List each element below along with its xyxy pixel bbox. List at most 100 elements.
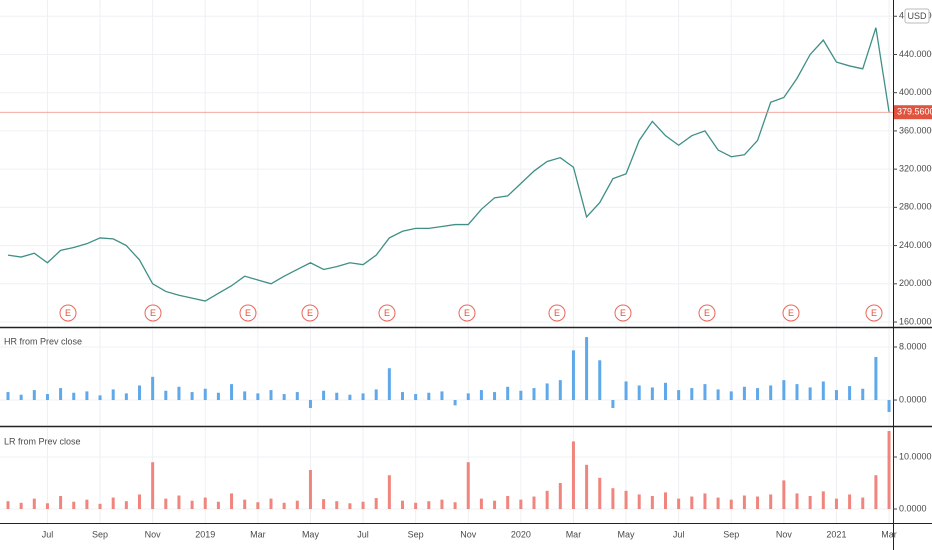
bar — [308, 400, 312, 408]
bar — [387, 368, 391, 401]
bar — [716, 389, 720, 401]
bar — [637, 385, 641, 401]
earnings-label: E — [307, 308, 313, 318]
bar — [335, 392, 339, 401]
bar — [203, 388, 207, 401]
y-tick-label: 360.0000 — [899, 125, 932, 135]
x-tick-label: Nov — [776, 529, 793, 539]
bar — [59, 496, 63, 510]
bar — [453, 400, 457, 406]
earnings-label: E — [788, 308, 794, 318]
bar — [85, 391, 89, 401]
earnings-marker — [378, 304, 396, 322]
bar — [269, 390, 273, 401]
bar — [427, 392, 431, 401]
pane-title: HR from Prev close — [4, 336, 82, 346]
bar — [335, 501, 339, 510]
bar — [637, 494, 641, 510]
earnings-marker — [239, 304, 257, 322]
bar — [308, 470, 312, 510]
bar — [545, 490, 549, 510]
bar — [190, 500, 194, 510]
currency-label[interactable]: USD — [907, 11, 927, 21]
x-tick-label: Jul — [42, 529, 54, 539]
x-tick-label: Sep — [408, 529, 424, 539]
bar — [598, 477, 602, 510]
bar — [519, 499, 523, 510]
earnings-label: E — [245, 308, 251, 318]
bar — [874, 475, 878, 510]
bar — [32, 390, 36, 401]
bar — [664, 492, 667, 510]
bar — [821, 381, 825, 401]
bar — [45, 503, 49, 510]
labels: Jul Sep Nov 2019 Mar May Jul Sep Nov 2020 Mar May Ju… — [42, 11, 932, 539]
last-price-box — [894, 105, 932, 120]
earnings-marker — [782, 304, 800, 322]
bar — [742, 386, 746, 401]
bar — [808, 387, 812, 401]
bar — [821, 491, 825, 510]
bar — [558, 380, 562, 401]
bar — [85, 499, 89, 510]
bar — [111, 389, 115, 401]
y-tick-label: 160.0000 — [899, 316, 932, 326]
bar — [295, 392, 299, 401]
bar — [164, 390, 168, 401]
bar — [506, 386, 510, 401]
bar — [479, 390, 483, 401]
bar — [611, 400, 615, 408]
bar — [6, 501, 10, 510]
bar — [203, 497, 207, 510]
bar — [887, 400, 891, 412]
bar — [151, 376, 155, 401]
earnings-marker — [865, 304, 883, 322]
bar — [624, 490, 628, 510]
bar — [519, 390, 523, 401]
bar — [440, 391, 444, 401]
bar — [72, 392, 76, 401]
bar — [677, 498, 681, 510]
x-tick-label: Mar — [881, 529, 897, 539]
bar — [59, 388, 63, 401]
bar — [177, 495, 181, 510]
price-line — [7, 27, 890, 302]
bar — [887, 431, 891, 510]
bar — [453, 502, 457, 510]
earnings-marker — [698, 304, 716, 322]
bar — [256, 502, 260, 510]
bar — [506, 496, 510, 510]
bar — [151, 462, 155, 510]
bar — [769, 494, 773, 510]
earnings-label: E — [554, 308, 560, 318]
bar — [466, 462, 470, 510]
x-tick-label: Sep — [92, 529, 108, 539]
bar — [756, 388, 760, 401]
last-price-label: 379.5600 — [897, 107, 932, 117]
bar — [650, 387, 654, 401]
bar — [348, 394, 352, 401]
bar — [414, 394, 418, 401]
bar — [282, 394, 286, 401]
x-tick-label: Sep — [723, 529, 739, 539]
bar — [164, 498, 168, 510]
bar — [834, 498, 838, 510]
bar — [243, 499, 247, 510]
bar — [19, 394, 23, 401]
x-tick-label: Nov — [145, 529, 162, 539]
bar — [45, 394, 49, 401]
bar — [624, 381, 628, 401]
bar — [124, 501, 128, 510]
bar — [361, 393, 365, 401]
currency-badge[interactable] — [904, 8, 930, 24]
bar — [230, 493, 234, 510]
x-tick-label: Nov — [460, 529, 477, 539]
bar — [756, 496, 760, 510]
bar — [72, 501, 76, 510]
bar — [650, 496, 654, 510]
earnings-label: E — [384, 308, 390, 318]
x-tick-label: 2020 — [511, 529, 531, 539]
bar — [427, 501, 431, 510]
bar — [585, 337, 589, 401]
